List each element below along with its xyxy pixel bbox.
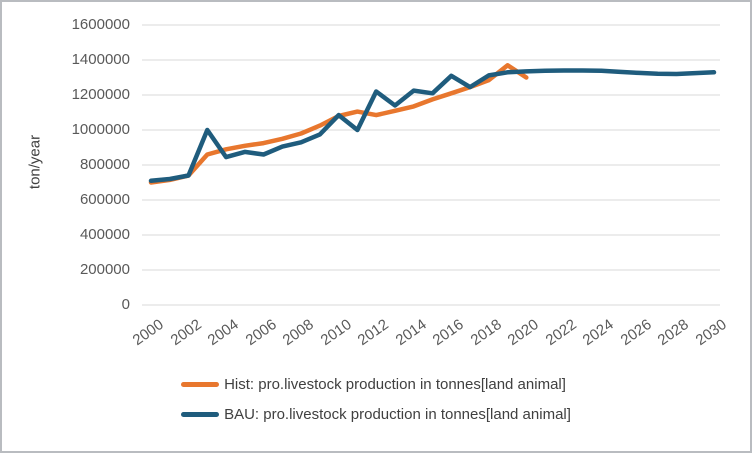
legend-label-bau: BAU: pro.livestock production in tonnes[… — [224, 406, 571, 423]
bau-line-swatch — [181, 412, 220, 417]
y-tick-label: 1600000 — [71, 16, 130, 33]
y-tick-label: 1000000 — [71, 121, 130, 138]
y-tick-label: 200000 — [79, 261, 130, 278]
y-tick-label: 600000 — [79, 191, 130, 208]
series-line-1 — [148, 68, 717, 184]
legend-item-hist: Hist: pro.livestock production in tonnes… — [181, 376, 566, 393]
legend-items: Hist: pro.livestock production in tonnes… — [181, 376, 571, 423]
y-tick-label: 400000 — [79, 226, 130, 243]
y-tick-label: 800000 — [79, 156, 130, 173]
legend: Hist: pro.livestock production in tonnes… — [2, 376, 750, 423]
y-tick-label: 1400000 — [71, 51, 130, 68]
legend-item-bau: BAU: pro.livestock production in tonnes[… — [181, 406, 571, 423]
y-tick-label: 1200000 — [71, 86, 130, 103]
y-tick-label: 0 — [121, 296, 130, 313]
legend-label-hist: Hist: pro.livestock production in tonnes… — [224, 376, 566, 393]
hist-line-swatch — [181, 382, 220, 387]
